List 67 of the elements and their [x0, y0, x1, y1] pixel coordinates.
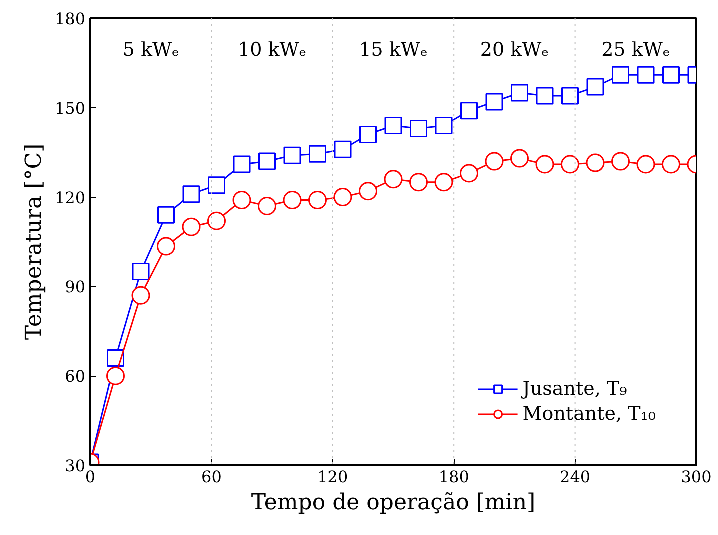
point: [182, 186, 200, 204]
point: [510, 149, 529, 168]
point: [434, 173, 454, 192]
legend-label: Jusante, T₉: [522, 378, 628, 400]
point: [208, 212, 226, 230]
annotation: 10 kWₑ: [238, 38, 307, 61]
y-tick-label: 30: [65, 456, 86, 476]
point: [384, 170, 403, 189]
point: [410, 120, 428, 138]
annotation: 25 kWₑ: [602, 38, 670, 61]
x-axis-title: Tempo de operação [min]: [251, 490, 536, 516]
point: [384, 117, 402, 135]
point: [410, 173, 428, 192]
point: [637, 66, 655, 84]
point: [334, 140, 352, 158]
x-tick-label: 120: [318, 468, 348, 486]
point: [435, 117, 453, 135]
x-tick-label: 240: [560, 468, 591, 486]
point: [561, 155, 580, 174]
annotation: 5 kWₑ: [122, 38, 180, 61]
point: [106, 366, 125, 386]
point: [232, 191, 252, 210]
point: [536, 155, 554, 174]
point: [485, 152, 504, 171]
point: [284, 146, 302, 164]
point: [562, 87, 579, 105]
point: [662, 66, 680, 84]
point: [233, 156, 251, 174]
y-tick-label: 150: [54, 98, 86, 118]
point: [309, 145, 326, 163]
point: [359, 182, 378, 201]
point: [208, 176, 226, 194]
point: [586, 154, 605, 172]
y-axis-title: Temperatura [°C]: [22, 144, 47, 340]
point: [158, 206, 175, 224]
point: [258, 197, 276, 216]
point: [107, 349, 124, 367]
x-tick-label: 180: [438, 468, 470, 486]
point: [536, 87, 554, 105]
point: [258, 152, 276, 170]
annotation: 20 kWₑ: [480, 38, 550, 61]
point: [132, 286, 150, 305]
point: [636, 155, 656, 174]
annotation: 15 kWₑ: [359, 38, 428, 61]
point: [662, 155, 680, 174]
point: [486, 93, 504, 111]
y-tick-label: 180: [54, 10, 86, 28]
y-tick-label: 120: [54, 188, 86, 208]
legend-label: Montante, T₁₀: [522, 403, 656, 425]
point: [460, 164, 478, 183]
y-tick-label: 90: [65, 278, 86, 297]
point: [132, 263, 150, 281]
x-tick-label: 0: [85, 468, 96, 486]
point: [308, 191, 327, 210]
point: [283, 191, 302, 210]
point: [612, 152, 630, 171]
x-tick-label: 300: [681, 468, 712, 486]
point: [586, 78, 604, 96]
point: [511, 84, 528, 102]
point: [612, 66, 630, 84]
x-tick-label: 60: [202, 468, 222, 486]
point: [334, 188, 352, 207]
y-tick-label: 60: [65, 367, 86, 386]
point: [182, 218, 201, 236]
point: [460, 102, 478, 120]
point: [360, 126, 377, 144]
point: [157, 237, 176, 256]
